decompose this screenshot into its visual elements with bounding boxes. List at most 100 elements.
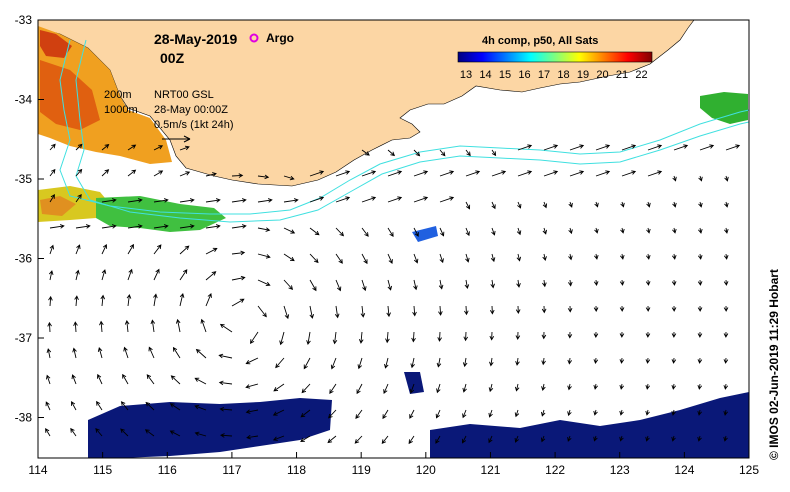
- current-vector-arrow: [672, 201, 677, 208]
- current-vector-arrow: [413, 149, 421, 157]
- current-vector-arrow: [179, 145, 190, 151]
- current-vector-arrow: [257, 227, 271, 232]
- current-vector-arrow: [153, 198, 169, 203]
- current-vector-arrow: [620, 201, 625, 208]
- current-vector-arrow: [439, 227, 445, 237]
- current-vector-arrow: [439, 253, 444, 264]
- current-vector-arrow: [619, 409, 624, 416]
- current-vector-arrow: [645, 409, 650, 416]
- current-vector-arrow: [231, 173, 244, 178]
- current-vector-arrow: [75, 244, 81, 255]
- current-vector-arrow: [153, 268, 160, 281]
- current-vector-arrow: [645, 279, 651, 286]
- current-vector-arrow: [724, 175, 729, 182]
- current-vector-arrow: [462, 383, 467, 393]
- current-vector-arrow: [593, 357, 599, 364]
- colorbar-tick-label: 16: [518, 69, 530, 81]
- current-vector-arrow: [697, 383, 703, 390]
- current-vector-arrow: [593, 435, 598, 442]
- current-vector-arrow: [300, 435, 311, 442]
- y-tick-label: -35: [15, 172, 33, 186]
- current-vector-arrow: [153, 244, 162, 255]
- current-vector-arrow: [671, 383, 677, 390]
- current-vector-arrow: [517, 170, 533, 177]
- current-vector-arrow: [356, 383, 363, 395]
- current-vector-arrow: [329, 383, 337, 395]
- current-vector-arrow: [489, 357, 494, 367]
- current-vector-arrow: [489, 305, 495, 315]
- current-vector-arrow: [567, 409, 572, 417]
- current-vector-arrow: [361, 149, 370, 156]
- current-vector-arrow: [465, 253, 470, 263]
- current-vector-arrow: [567, 279, 573, 287]
- current-vector-arrow: [516, 227, 522, 236]
- current-vector-arrow: [387, 170, 403, 177]
- current-vector-arrow: [309, 279, 317, 292]
- current-vector-arrow: [488, 409, 493, 418]
- current-vector-arrow: [71, 401, 77, 411]
- current-vector-arrow: [569, 170, 585, 177]
- current-vector-arrow: [413, 196, 429, 203]
- current-vector-arrow: [257, 253, 271, 259]
- current-vector-arrow: [179, 269, 188, 281]
- current-vector-arrow: [465, 227, 470, 237]
- current-vector-arrow: [49, 168, 56, 177]
- argo-label: Argo: [266, 31, 294, 45]
- current-vector-arrow: [724, 201, 729, 208]
- current-vector-arrow: [408, 435, 415, 445]
- current-vector-arrow: [699, 144, 715, 151]
- current-vector-arrow: [619, 305, 625, 312]
- x-axis: 114 115 116 117 118 119 120 121 122 123 124 125: [28, 452, 759, 477]
- current-vector-arrow: [515, 331, 521, 340]
- current-vector-arrow: [387, 253, 393, 264]
- current-vector-arrow: [300, 409, 311, 418]
- scale-arrow-head: [183, 135, 191, 143]
- current-vector-arrow: [231, 298, 245, 307]
- current-vector-arrow: [309, 253, 319, 264]
- x-tick-label: 116: [158, 463, 177, 477]
- current-vector-arrow: [594, 227, 599, 234]
- current-vector-arrow: [245, 357, 259, 365]
- current-vector-arrow: [411, 331, 416, 343]
- current-vector-arrow: [465, 149, 471, 157]
- current-vector-arrow: [46, 348, 52, 359]
- current-vector-arrow: [100, 294, 106, 307]
- colorbar-title: 4h comp, p50, All Sats: [482, 35, 598, 47]
- current-vector-arrow: [645, 383, 651, 390]
- current-vector-arrow: [516, 253, 522, 262]
- colorbar-tick-label: 14: [479, 69, 491, 81]
- current-vector-arrow: [671, 435, 676, 442]
- current-vector-arrow: [101, 243, 108, 255]
- current-vector-arrow: [724, 227, 729, 234]
- current-vector-arrow: [169, 430, 181, 437]
- current-vector-arrow: [465, 201, 471, 210]
- current-vector-arrow: [303, 357, 311, 370]
- current-vector-arrow: [646, 227, 651, 234]
- sst-hot-patch-2: [40, 30, 72, 58]
- current-vector-arrow: [218, 380, 233, 386]
- current-vector-arrow: [436, 357, 442, 368]
- current-vector-arrow: [490, 253, 496, 263]
- colorbar-tick-label: 22: [635, 69, 647, 81]
- current-vector-arrow: [619, 383, 624, 390]
- current-vector-arrow: [71, 374, 77, 385]
- current-vector-arrow: [594, 201, 599, 208]
- current-vector-arrow: [219, 433, 233, 438]
- colorbar: [457, 51, 653, 63]
- current-vector-arrow: [619, 331, 625, 338]
- current-vector-arrow: [491, 227, 496, 236]
- current-vector-arrow: [489, 331, 495, 341]
- x-tick-label: 125: [739, 463, 759, 477]
- current-vector-arrow: [309, 170, 325, 177]
- current-vector-arrow: [697, 409, 702, 416]
- current-vector-arrow: [231, 250, 246, 256]
- current-vector-arrow: [205, 247, 218, 255]
- current-vector-arrow: [463, 331, 469, 342]
- current-vector-arrow: [283, 227, 296, 234]
- sst-blue-dot: [412, 226, 438, 242]
- current-vector-arrow: [568, 253, 573, 261]
- current-vector-arrow: [127, 243, 134, 255]
- current-vector-arrow: [194, 404, 207, 411]
- current-vector-arrow: [231, 275, 246, 281]
- current-vector-arrow: [541, 305, 547, 314]
